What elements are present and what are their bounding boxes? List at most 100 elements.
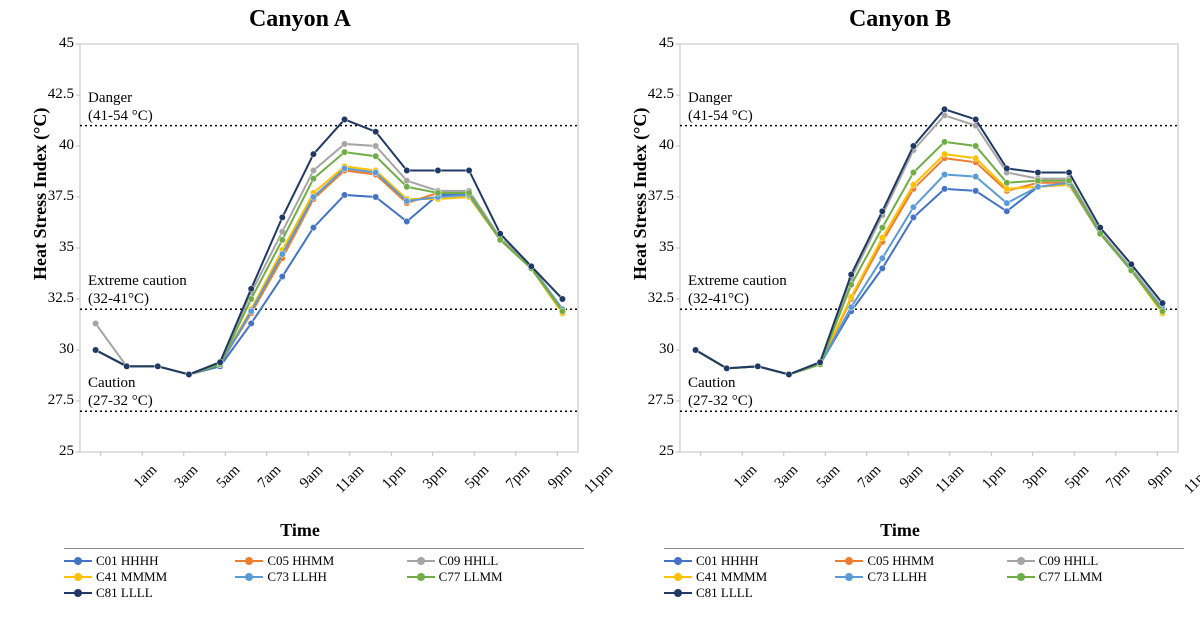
series-marker xyxy=(248,286,254,292)
series-marker xyxy=(404,167,410,173)
series-marker xyxy=(1159,300,1165,306)
y-tick-label: 25 xyxy=(632,443,674,460)
legend-swatch xyxy=(664,554,692,568)
series-marker xyxy=(310,167,316,173)
legend-item: C09 HHLL xyxy=(407,553,572,569)
series-marker xyxy=(972,188,978,194)
series-marker xyxy=(848,294,854,300)
series-marker xyxy=(941,186,947,192)
series-line-C09 xyxy=(696,115,1163,374)
legend-label: C09 HHLL xyxy=(439,553,499,569)
series-marker xyxy=(1004,186,1010,192)
series-line-C73 xyxy=(96,168,563,374)
legend-swatch xyxy=(407,554,435,568)
series-marker xyxy=(692,347,698,353)
series-line-C41 xyxy=(96,166,563,374)
series-marker xyxy=(848,304,854,310)
series-marker xyxy=(941,171,947,177)
legend-item: C05 HHMM xyxy=(835,553,1000,569)
series-marker xyxy=(404,177,410,183)
legend-swatch xyxy=(1007,570,1035,584)
y-axis-label: Heat Stress Index (°C) xyxy=(30,160,70,280)
legend-label: C05 HHMM xyxy=(267,553,334,569)
series-marker xyxy=(186,371,192,377)
series-marker xyxy=(404,198,410,204)
series-marker xyxy=(310,175,316,181)
series-marker xyxy=(910,143,916,149)
series-marker xyxy=(723,365,729,371)
series-marker xyxy=(279,273,285,279)
series-marker xyxy=(1035,177,1041,183)
legend-label: C81 LLLL xyxy=(696,585,753,601)
series-marker xyxy=(310,194,316,200)
legend-swatch xyxy=(235,570,263,584)
series-marker xyxy=(341,116,347,122)
series-marker xyxy=(310,151,316,157)
legend-label: C01 HHHH xyxy=(696,553,758,569)
y-tick-label: 27.5 xyxy=(32,392,74,409)
series-marker xyxy=(879,224,885,230)
legend-label: C77 LLMM xyxy=(439,569,503,585)
series-marker xyxy=(497,231,503,237)
y-tick-label: 45 xyxy=(632,35,674,52)
series-marker xyxy=(404,184,410,190)
legend-item: C01 HHHH xyxy=(664,553,829,569)
series-marker xyxy=(559,296,565,302)
series-marker xyxy=(972,116,978,122)
series-marker xyxy=(279,237,285,243)
series-marker xyxy=(879,235,885,241)
legend-label: C73 LLHH xyxy=(867,569,927,585)
series-marker xyxy=(879,208,885,214)
series-marker xyxy=(1035,184,1041,190)
legend-swatch xyxy=(664,570,692,584)
series-line-C41 xyxy=(696,154,1163,374)
series-marker xyxy=(879,255,885,261)
y-tick-label: 42.5 xyxy=(632,86,674,103)
series-marker xyxy=(786,371,792,377)
legend-item: C73 LLHH xyxy=(835,569,1000,585)
series-marker xyxy=(910,182,916,188)
legend-item: C81 LLLL xyxy=(64,585,229,601)
series-marker xyxy=(435,167,441,173)
chart-panel: Canyon BDanger(41-54 °C)Extreme caution(… xyxy=(600,0,1200,619)
series-marker xyxy=(941,151,947,157)
y-tick-label: 25 xyxy=(32,443,74,460)
legend-item: C41 MMMM xyxy=(664,569,829,585)
figure-root: Canyon ADanger(41-54 °C)Extreme caution(… xyxy=(0,0,1200,619)
series-marker xyxy=(372,153,378,159)
series-marker xyxy=(435,190,441,196)
legend-swatch xyxy=(235,554,263,568)
series-marker xyxy=(155,363,161,369)
series-marker xyxy=(972,173,978,179)
legend-label: C09 HHLL xyxy=(1039,553,1099,569)
legend-label: C81 LLLL xyxy=(96,585,153,601)
legend-swatch xyxy=(835,570,863,584)
series-marker xyxy=(279,214,285,220)
series-marker xyxy=(1035,169,1041,175)
series-marker xyxy=(279,251,285,257)
series-marker xyxy=(372,143,378,149)
legend-label: C73 LLHH xyxy=(267,569,327,585)
legend-item: C01 HHHH xyxy=(64,553,229,569)
series-marker xyxy=(372,169,378,175)
legend: C01 HHHH C05 HHMM C09 HHLL C41 MMMM C73 LLHH… xyxy=(664,548,1184,601)
series-marker xyxy=(559,308,565,314)
x-axis-label: Time xyxy=(600,520,1200,541)
y-tick-label: 32.5 xyxy=(632,290,674,307)
series-marker xyxy=(248,320,254,326)
x-axis-label: Time xyxy=(0,520,600,541)
legend-item: C73 LLHH xyxy=(235,569,400,585)
series-line-C05 xyxy=(96,170,563,374)
series-marker xyxy=(1097,224,1103,230)
series-marker xyxy=(1066,169,1072,175)
legend-item: C09 HHLL xyxy=(1007,553,1172,569)
series-marker xyxy=(341,149,347,155)
series-marker xyxy=(972,143,978,149)
series-line-C81 xyxy=(696,109,1163,374)
y-tick-label: 32.5 xyxy=(32,290,74,307)
series-marker xyxy=(248,308,254,314)
legend-label: C41 MMMM xyxy=(96,569,167,585)
series-marker xyxy=(92,347,98,353)
series-marker xyxy=(123,363,129,369)
series-marker xyxy=(248,296,254,302)
